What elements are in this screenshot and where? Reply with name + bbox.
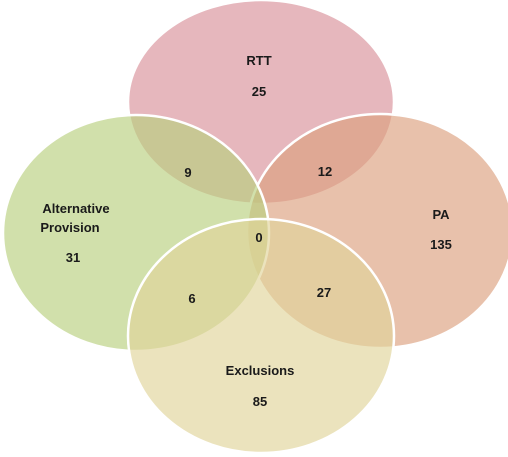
alternative-provision-label-line1: Alternative bbox=[42, 201, 109, 216]
rtt-label: RTT bbox=[246, 53, 271, 68]
exclusions-value: 85 bbox=[253, 394, 267, 409]
rtt-pa-value: 12 bbox=[318, 164, 332, 179]
pa-value: 135 bbox=[430, 237, 452, 252]
alternative-provision-exclusions-value: 6 bbox=[188, 291, 195, 306]
center-value: 0 bbox=[255, 230, 262, 245]
rtt-value: 25 bbox=[252, 84, 266, 99]
exclusions-label: Exclusions bbox=[226, 363, 295, 378]
exclusions-circle bbox=[126, 217, 396, 455]
alternative-provision-label-line2: Provision bbox=[40, 220, 99, 235]
pa-exclusions-value: 27 bbox=[317, 285, 331, 300]
alternative-provision-value: 31 bbox=[66, 250, 80, 265]
pa-label: PA bbox=[432, 207, 450, 222]
rtt-alternative-provision-value: 9 bbox=[184, 165, 191, 180]
